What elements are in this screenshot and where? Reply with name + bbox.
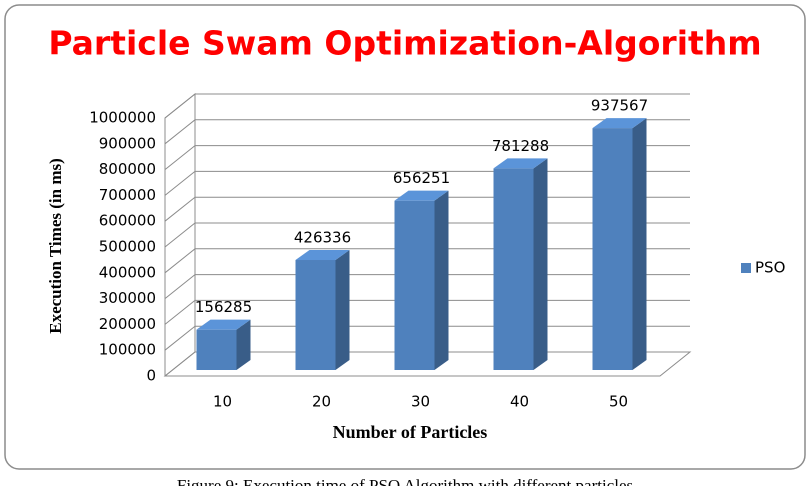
caption: Figure 9: Execution time of PSO Algorith…	[177, 476, 633, 486]
y-tick-label: 400000	[99, 263, 156, 281]
bar-top	[493, 158, 548, 169]
grid-line	[164, 145, 690, 170]
bar	[592, 128, 633, 370]
grid-line	[164, 93, 690, 119]
chart-title: Particle Swam Optimization-Algorithm	[48, 24, 761, 63]
y-tick-label: 200000	[99, 315, 156, 333]
y-tick-label: 500000	[99, 238, 156, 256]
bar-side	[632, 118, 647, 370]
bar-top	[592, 118, 647, 129]
value-label: 656251	[393, 169, 450, 187]
x-axis-title: Number of Particles	[333, 422, 488, 442]
bar-side	[533, 158, 548, 370]
value-label: 937567	[591, 97, 648, 115]
y-tick-label: 900000	[99, 134, 156, 152]
x-tick-label: 30	[411, 393, 430, 411]
bar-side	[236, 319, 251, 370]
grid-line	[164, 119, 690, 145]
y-axis-title: Execution Times (in ms)	[46, 158, 65, 334]
bar-side	[434, 190, 449, 370]
legend-label: PSO	[755, 259, 785, 277]
bar-top	[394, 190, 449, 201]
bar	[394, 200, 435, 370]
legend-swatch	[741, 263, 751, 273]
value-label: 781288	[492, 137, 549, 155]
bar-top	[295, 250, 350, 261]
x-tick-label: 10	[213, 393, 232, 411]
x-tick-label: 40	[510, 393, 529, 411]
y-tick-label: 700000	[99, 186, 156, 204]
y-tick-label: 800000	[99, 160, 156, 178]
value-label: 426336	[294, 229, 351, 247]
y-tick-label: 100000	[99, 341, 156, 359]
bar-side	[335, 250, 350, 370]
bar	[493, 168, 534, 370]
y-tick-label: 600000	[99, 212, 156, 230]
value-label: 156285	[195, 298, 252, 316]
y-tick-label: 300000	[99, 289, 156, 307]
bar	[196, 329, 237, 370]
y-tick-label: 1000000	[89, 109, 156, 127]
x-tick-label: 50	[609, 393, 628, 411]
bar-top	[196, 319, 251, 330]
y-tick-label: 0	[146, 367, 156, 385]
x-tick-label: 20	[312, 393, 331, 411]
bar	[295, 260, 336, 370]
